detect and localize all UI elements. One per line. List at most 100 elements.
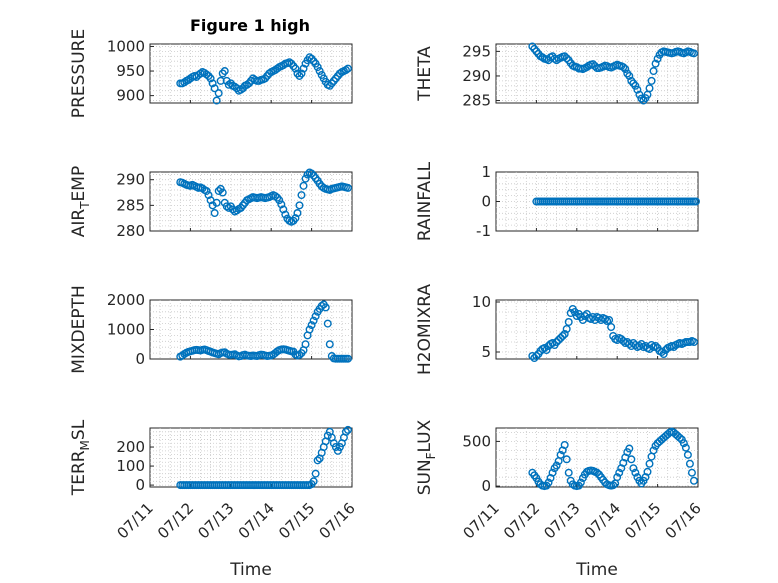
plot-area [495,427,699,488]
y-tick-label: 0 [135,350,145,368]
data-point [202,70,211,79]
data-point [291,214,300,223]
data-point [295,201,304,210]
data-point [566,309,575,318]
y-tick-label: 1 [481,163,491,181]
data-point [687,468,696,477]
y-tick-label: 295 [462,42,491,60]
data-point [548,339,557,348]
data-point [206,74,215,83]
data-point [570,308,579,317]
data-point [285,58,294,67]
data-point [307,321,316,330]
subplot-1: 900 950 1000 PRESSURE [69,29,353,118]
data-point [544,478,553,487]
data-point [343,64,352,73]
data-point [582,310,591,319]
data-point [301,174,310,183]
data-point [548,468,557,477]
ylabel-5: MIXDEPTH [69,285,89,374]
data-point [657,348,666,357]
ylabel-3: AIRTEMP [69,166,92,237]
data-point [331,443,340,452]
data-point [297,69,306,78]
series-markers [528,427,698,491]
subplot-4: -1 0 1 RAINFALL [415,161,700,241]
data-point [277,200,286,209]
y-tick-label: -1 [476,222,491,240]
data-point [295,350,304,359]
data-point [613,473,622,482]
data-point [220,67,229,76]
data-point [619,337,628,346]
subplot-6: 5 10 H2OMIXRA [415,284,699,375]
data-point [180,78,189,87]
data-point [271,192,280,201]
data-point [631,468,640,477]
data-point [530,354,539,363]
data-point [311,312,320,321]
y-tick-label: 1000 [107,321,145,339]
data-point [564,468,573,477]
data-point [202,186,211,195]
x-tick-label: 07/15 [621,499,664,542]
data-point [540,344,549,353]
data-point [208,79,217,88]
data-point [560,52,569,61]
data-point [576,478,585,487]
data-point [562,455,571,464]
data-point [236,85,245,94]
data-point [343,354,352,363]
y-tick-label: 0 [481,477,491,495]
data-point [222,202,231,211]
data-point [275,196,284,205]
data-point [552,56,561,65]
data-point [645,459,654,468]
data-point [307,169,316,178]
series-markers [176,425,352,490]
y-tick-label: 900 [116,87,145,105]
data-point [580,312,589,321]
data-point [273,64,282,73]
data-point [222,76,231,85]
data-point [631,81,640,90]
data-point [309,316,318,325]
data-point [617,335,626,344]
y-tick-label: 1000 [107,37,145,55]
data-point [291,64,300,73]
data-point [564,318,573,327]
data-point [689,338,698,347]
data-point [281,210,290,219]
data-point [649,67,658,76]
data-point [323,319,332,328]
series-markers [176,53,352,105]
data-point [242,80,251,89]
data-point [675,433,684,442]
data-point [309,477,318,486]
y-tick-label: 0 [481,193,491,211]
data-point [615,468,624,477]
data-point [552,461,561,470]
data-point [279,61,288,70]
data-point [297,191,306,200]
y-tick-label: 285 [462,92,491,110]
data-point [679,439,688,448]
data-point [333,446,342,455]
data-point [299,181,308,190]
subplot-3: 280 285 290 AIRTEMP [69,166,353,240]
data-point [605,316,614,325]
data-point [305,325,314,334]
data-point [689,49,698,58]
data-point [651,59,660,68]
data-point [542,346,551,355]
data-point [212,198,221,207]
data-point [651,342,660,351]
x-tick-label: 07/15 [275,499,318,542]
data-point [681,443,690,452]
data-point [629,339,638,348]
data-point [293,209,302,218]
x-tick-label: 07/11 [460,499,503,542]
data-point [204,191,213,200]
